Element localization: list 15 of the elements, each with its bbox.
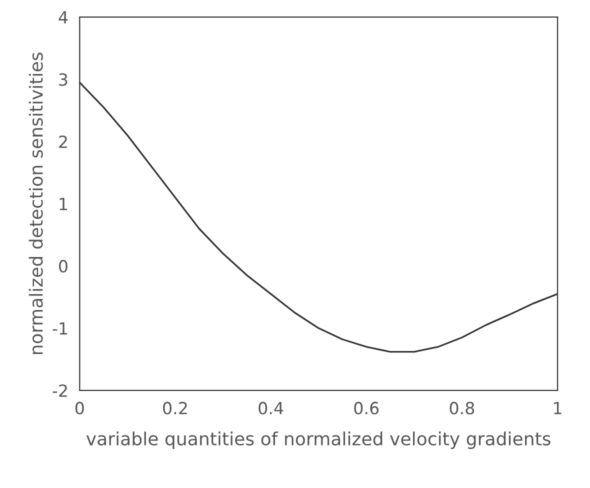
y-tick-label: -1 [52, 322, 67, 335]
y-axis-title: normalized detection sensitivities [28, 52, 43, 354]
x-tick-label: 0.8 [450, 402, 474, 414]
y-tick-label: 1 [60, 198, 67, 210]
x-tick-label: 0 [75, 402, 84, 414]
y-tick-label: 3 [59, 73, 68, 86]
y-tick-label: 0 [59, 260, 68, 273]
y-tick-label: 2 [59, 135, 67, 148]
x-tick-label: 0.4 [258, 402, 284, 414]
x-tick-label: 0.2 [163, 402, 187, 414]
y-tick-label: 4 [58, 11, 68, 24]
x-tick-label: 0.6 [354, 402, 379, 414]
y-tick-label: -2 [52, 384, 67, 397]
x-axis-title: variable quantities of normalized velocity gradients [86, 432, 550, 450]
x-tick-label: 1 [554, 402, 562, 414]
